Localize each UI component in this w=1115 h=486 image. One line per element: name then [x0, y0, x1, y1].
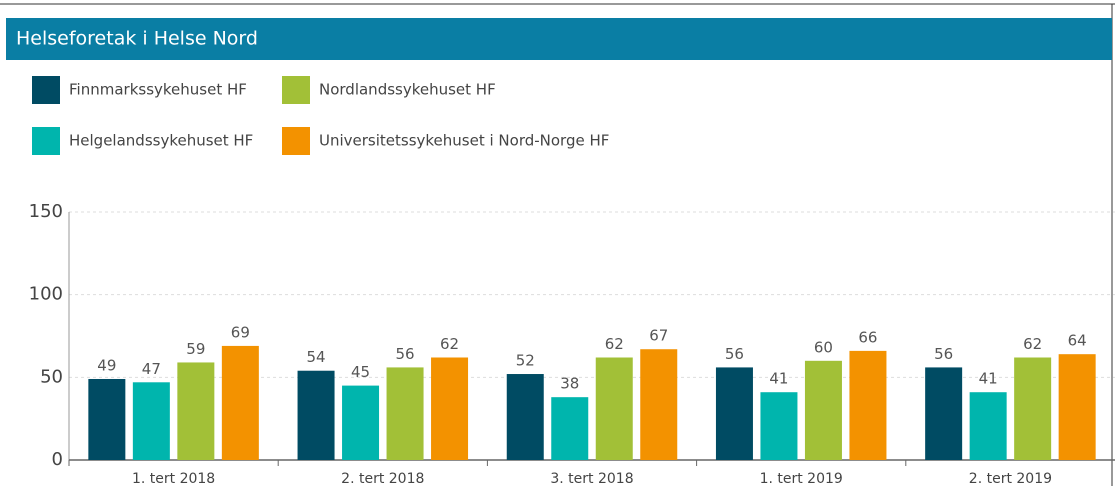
- y-tick-label: 50: [40, 366, 63, 387]
- y-tick-label: 0: [52, 449, 63, 470]
- legend-label: Helgelandssykehuset HF: [69, 132, 253, 150]
- data-label: 56: [725, 345, 744, 363]
- x-tick-label: 2. tert 2018: [341, 471, 424, 486]
- data-label: 56: [396, 345, 415, 363]
- data-label: 64: [1068, 332, 1087, 350]
- legend-swatch: [32, 76, 60, 104]
- bar: [431, 357, 469, 460]
- data-label: 62: [605, 335, 624, 353]
- bar: [925, 367, 963, 460]
- data-label: 45: [351, 363, 370, 381]
- x-tick-label: 1. tert 2018: [132, 471, 215, 486]
- bar: [342, 385, 380, 460]
- data-label: 60: [814, 338, 833, 356]
- data-label: 54: [307, 348, 326, 366]
- data-label: 41: [769, 370, 788, 388]
- legend-label: Nordlandssykehuset HF: [319, 81, 496, 99]
- bar: [595, 357, 633, 460]
- chart-title: Helseforetak i Helse Nord: [16, 28, 258, 50]
- data-label: 62: [440, 335, 459, 353]
- bar: [969, 392, 1007, 460]
- bar: [804, 360, 842, 460]
- data-label: 62: [1023, 335, 1042, 353]
- data-label: 69: [231, 323, 250, 341]
- bar: [1014, 357, 1052, 460]
- bar: [177, 362, 215, 460]
- data-label: 47: [142, 360, 161, 378]
- data-label: 38: [560, 375, 579, 393]
- bar: [506, 374, 544, 460]
- data-label: 59: [186, 340, 205, 358]
- data-label: 66: [858, 328, 877, 346]
- bar: [297, 370, 335, 460]
- bar: [640, 349, 678, 460]
- bar: [88, 378, 126, 460]
- x-tick-label: 1. tert 2019: [760, 471, 843, 486]
- data-label: 41: [979, 370, 998, 388]
- legend-label: Universitetssykehuset i Nord-Norge HF: [319, 132, 609, 150]
- legend-label: Finnmarkssykehuset HF: [69, 81, 247, 99]
- data-label: 49: [97, 356, 116, 374]
- bar: [132, 382, 170, 460]
- legend-swatch: [282, 127, 310, 155]
- bar: [760, 392, 798, 460]
- bar: [386, 367, 424, 460]
- header-bar: [6, 18, 1112, 60]
- data-label: 67: [649, 327, 668, 345]
- y-tick-label: 150: [29, 201, 63, 222]
- y-tick-label: 100: [29, 284, 63, 305]
- legend-swatch: [282, 76, 310, 104]
- bar: [551, 397, 589, 460]
- x-tick-label: 2. tert 2019: [969, 471, 1052, 486]
- bar: [1058, 354, 1096, 460]
- bar: [849, 350, 887, 460]
- data-label: 52: [516, 352, 535, 370]
- legend-swatch: [32, 127, 60, 155]
- x-tick-label: 3. tert 2018: [550, 471, 633, 486]
- data-label: 56: [934, 345, 953, 363]
- bar: [221, 345, 259, 460]
- bar: [715, 367, 753, 460]
